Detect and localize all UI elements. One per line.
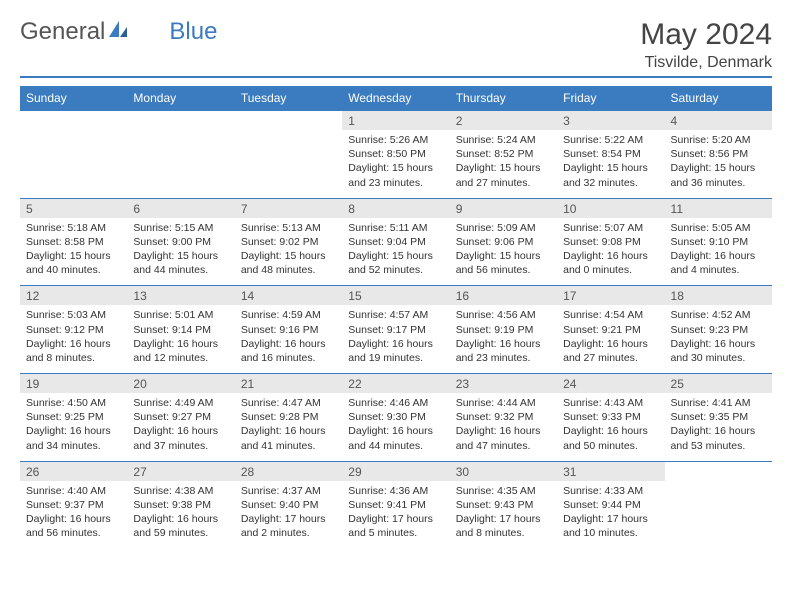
day-detail-cell: Sunrise: 4:57 AMSunset: 9:17 PMDaylight:…	[342, 305, 449, 373]
day-detail-cell: Sunrise: 5:07 AMSunset: 9:08 PMDaylight:…	[557, 218, 664, 286]
day-number-cell	[235, 111, 342, 131]
day-detail-cell: Sunrise: 4:46 AMSunset: 9:30 PMDaylight:…	[342, 393, 449, 461]
weekday-header: Sunday	[20, 86, 127, 111]
day-number-cell: 24	[557, 374, 664, 394]
day-number-cell: 2	[450, 111, 557, 131]
day-number-cell: 11	[665, 198, 772, 218]
day-number-cell: 17	[557, 286, 664, 306]
day-detail-cell: Sunrise: 4:50 AMSunset: 9:25 PMDaylight:…	[20, 393, 127, 461]
day-number-cell: 15	[342, 286, 449, 306]
day-detail-cell: Sunrise: 4:52 AMSunset: 9:23 PMDaylight:…	[665, 305, 772, 373]
sail-icon	[107, 18, 129, 46]
day-detail-cell: Sunrise: 5:13 AMSunset: 9:02 PMDaylight:…	[235, 218, 342, 286]
day-detail-cell	[665, 481, 772, 549]
weekday-header-row: SundayMondayTuesdayWednesdayThursdayFrid…	[20, 86, 772, 111]
header: General Blue May 2024 Tisvilde, Denmark	[20, 18, 772, 72]
weekday-header: Tuesday	[235, 86, 342, 111]
page-title: May 2024	[640, 18, 772, 52]
day-detail-cell: Sunrise: 5:11 AMSunset: 9:04 PMDaylight:…	[342, 218, 449, 286]
day-detail-cell: Sunrise: 5:22 AMSunset: 8:54 PMDaylight:…	[557, 130, 664, 198]
day-number-cell: 1	[342, 111, 449, 131]
day-number-cell: 6	[127, 198, 234, 218]
day-detail-cell: Sunrise: 4:59 AMSunset: 9:16 PMDaylight:…	[235, 305, 342, 373]
day-detail-cell: Sunrise: 4:56 AMSunset: 9:19 PMDaylight:…	[450, 305, 557, 373]
day-detail-cell: Sunrise: 5:01 AMSunset: 9:14 PMDaylight:…	[127, 305, 234, 373]
day-detail-row: Sunrise: 4:50 AMSunset: 9:25 PMDaylight:…	[20, 393, 772, 461]
day-number-row: 1234	[20, 111, 772, 131]
day-detail-row: Sunrise: 4:40 AMSunset: 9:37 PMDaylight:…	[20, 481, 772, 549]
day-number-cell: 10	[557, 198, 664, 218]
day-detail-cell	[235, 130, 342, 198]
weekday-header: Thursday	[450, 86, 557, 111]
day-detail-cell: Sunrise: 5:20 AMSunset: 8:56 PMDaylight:…	[665, 130, 772, 198]
day-number-cell: 28	[235, 461, 342, 481]
day-number-cell: 14	[235, 286, 342, 306]
day-detail-cell: Sunrise: 5:15 AMSunset: 9:00 PMDaylight:…	[127, 218, 234, 286]
day-detail-cell: Sunrise: 4:35 AMSunset: 9:43 PMDaylight:…	[450, 481, 557, 549]
top-divider	[20, 76, 772, 78]
weekday-header: Friday	[557, 86, 664, 111]
day-detail-cell: Sunrise: 5:03 AMSunset: 9:12 PMDaylight:…	[20, 305, 127, 373]
day-number-cell: 13	[127, 286, 234, 306]
day-number-row: 12131415161718	[20, 286, 772, 306]
day-number-cell: 8	[342, 198, 449, 218]
day-number-cell: 29	[342, 461, 449, 481]
day-number-cell: 30	[450, 461, 557, 481]
weekday-header: Saturday	[665, 86, 772, 111]
calendar-table: SundayMondayTuesdayWednesdayThursdayFrid…	[20, 86, 772, 548]
day-number-cell: 12	[20, 286, 127, 306]
weekday-header: Wednesday	[342, 86, 449, 111]
day-number-row: 567891011	[20, 198, 772, 218]
day-detail-cell: Sunrise: 4:49 AMSunset: 9:27 PMDaylight:…	[127, 393, 234, 461]
day-number-cell: 22	[342, 374, 449, 394]
day-detail-cell	[127, 130, 234, 198]
day-number-row: 262728293031	[20, 461, 772, 481]
title-block: May 2024 Tisvilde, Denmark	[640, 18, 772, 72]
day-number-cell: 27	[127, 461, 234, 481]
day-number-cell	[127, 111, 234, 131]
day-number-cell: 25	[665, 374, 772, 394]
day-number-cell: 21	[235, 374, 342, 394]
day-detail-cell: Sunrise: 4:37 AMSunset: 9:40 PMDaylight:…	[235, 481, 342, 549]
day-detail-cell: Sunrise: 5:18 AMSunset: 8:58 PMDaylight:…	[20, 218, 127, 286]
day-detail-cell: Sunrise: 4:54 AMSunset: 9:21 PMDaylight:…	[557, 305, 664, 373]
day-number-cell	[20, 111, 127, 131]
day-number-cell: 4	[665, 111, 772, 131]
day-detail-cell: Sunrise: 4:47 AMSunset: 9:28 PMDaylight:…	[235, 393, 342, 461]
day-number-cell	[665, 461, 772, 481]
day-number-cell: 16	[450, 286, 557, 306]
day-number-row: 19202122232425	[20, 374, 772, 394]
logo: General Blue	[20, 18, 217, 46]
day-detail-cell: Sunrise: 4:36 AMSunset: 9:41 PMDaylight:…	[342, 481, 449, 549]
day-detail-cell: Sunrise: 4:33 AMSunset: 9:44 PMDaylight:…	[557, 481, 664, 549]
day-detail-cell: Sunrise: 5:26 AMSunset: 8:50 PMDaylight:…	[342, 130, 449, 198]
day-detail-cell: Sunrise: 5:24 AMSunset: 8:52 PMDaylight:…	[450, 130, 557, 198]
day-number-cell: 31	[557, 461, 664, 481]
day-number-cell: 19	[20, 374, 127, 394]
day-detail-cell: Sunrise: 5:05 AMSunset: 9:10 PMDaylight:…	[665, 218, 772, 286]
day-detail-cell: Sunrise: 4:44 AMSunset: 9:32 PMDaylight:…	[450, 393, 557, 461]
day-number-cell: 9	[450, 198, 557, 218]
day-detail-cell: Sunrise: 4:41 AMSunset: 9:35 PMDaylight:…	[665, 393, 772, 461]
day-number-cell: 5	[20, 198, 127, 218]
day-number-cell: 26	[20, 461, 127, 481]
logo-text-part2: Blue	[169, 18, 217, 46]
logo-text-part1: General	[20, 18, 105, 46]
weekday-header: Monday	[127, 86, 234, 111]
day-number-cell: 3	[557, 111, 664, 131]
day-detail-cell: Sunrise: 4:40 AMSunset: 9:37 PMDaylight:…	[20, 481, 127, 549]
day-number-cell: 23	[450, 374, 557, 394]
day-detail-cell	[20, 130, 127, 198]
day-detail-row: Sunrise: 5:26 AMSunset: 8:50 PMDaylight:…	[20, 130, 772, 198]
day-detail-cell: Sunrise: 4:38 AMSunset: 9:38 PMDaylight:…	[127, 481, 234, 549]
day-detail-row: Sunrise: 5:18 AMSunset: 8:58 PMDaylight:…	[20, 218, 772, 286]
day-detail-row: Sunrise: 5:03 AMSunset: 9:12 PMDaylight:…	[20, 305, 772, 373]
day-number-cell: 7	[235, 198, 342, 218]
day-number-cell: 20	[127, 374, 234, 394]
day-number-cell: 18	[665, 286, 772, 306]
day-detail-cell: Sunrise: 5:09 AMSunset: 9:06 PMDaylight:…	[450, 218, 557, 286]
day-detail-cell: Sunrise: 4:43 AMSunset: 9:33 PMDaylight:…	[557, 393, 664, 461]
location-label: Tisvilde, Denmark	[640, 54, 772, 72]
